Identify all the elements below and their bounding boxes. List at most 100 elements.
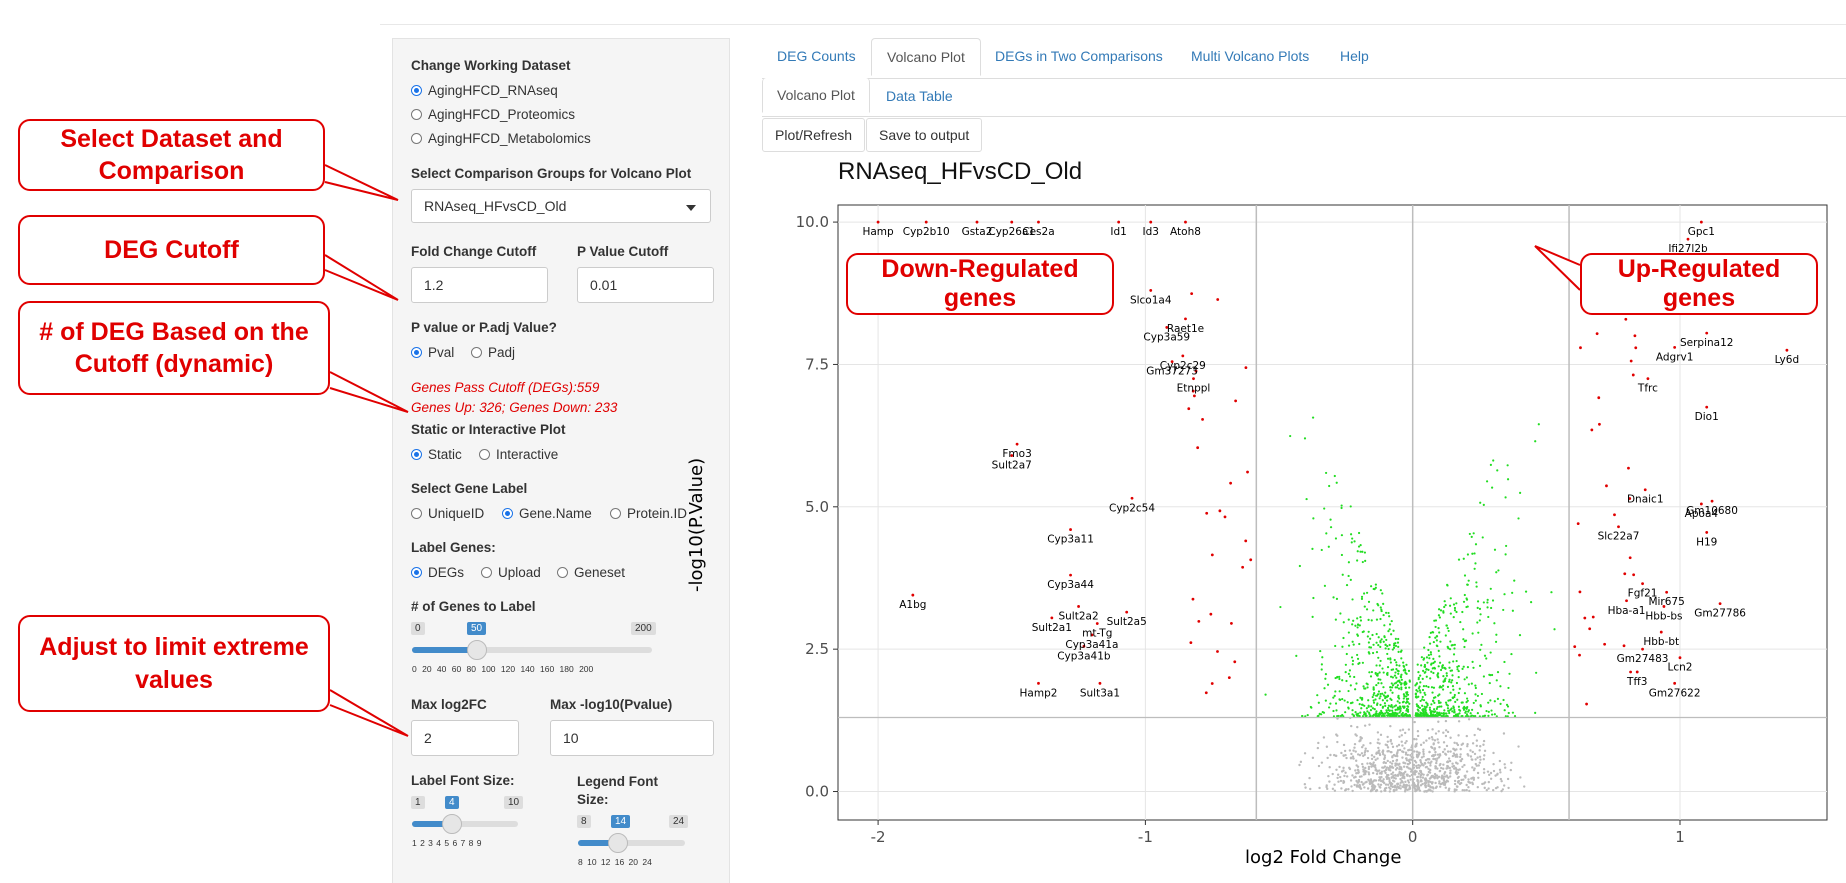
significant-point	[1487, 701, 1490, 704]
degs-radio[interactable]: DEGs	[411, 565, 464, 580]
ns-point	[1373, 764, 1377, 767]
significant-point	[1427, 648, 1430, 652]
radio-icon[interactable]	[479, 449, 490, 460]
ns-point	[1467, 778, 1470, 781]
ns-point	[1434, 765, 1437, 768]
tab-multi-volcano[interactable]: Multi Volcano Plots	[1191, 48, 1310, 64]
ns-point	[1377, 783, 1380, 786]
ns-point	[1366, 749, 1369, 753]
deg-point	[1037, 220, 1040, 224]
ns-point	[1499, 777, 1503, 781]
significant-point	[1449, 612, 1452, 615]
significant-point	[1380, 709, 1383, 712]
ns-point	[1377, 749, 1381, 752]
significant-point	[1436, 705, 1439, 709]
ns-point	[1468, 781, 1472, 784]
upload-radio[interactable]: Upload	[481, 565, 541, 580]
proteinid-radio[interactable]: Protein.ID	[610, 506, 687, 521]
radio-selected-icon[interactable]	[411, 567, 422, 578]
tab-help[interactable]: Help	[1340, 48, 1369, 64]
comparison-select[interactable]: RNAseq_HFvsCD_Old	[411, 189, 711, 223]
n-genes-max: 200	[631, 622, 656, 635]
subtab-volcano-plot[interactable]: Volcano Plot	[762, 78, 870, 113]
subtab-data-table[interactable]: Data Table	[886, 88, 953, 104]
significant-point	[1437, 694, 1440, 697]
genename-radio[interactable]: Gene.Name	[502, 506, 592, 521]
ns-point	[1418, 751, 1421, 755]
significant-point	[1379, 695, 1382, 698]
ns-point	[1442, 741, 1446, 744]
ns-point	[1431, 781, 1434, 784]
significant-point	[1491, 713, 1494, 716]
tab-deg-counts[interactable]: DEG Counts	[777, 48, 856, 64]
geneset-radio[interactable]: Geneset	[557, 565, 625, 580]
ns-point	[1352, 749, 1355, 752]
significant-point	[1472, 701, 1475, 705]
ns-point	[1386, 783, 1390, 786]
radio-icon[interactable]	[471, 347, 482, 358]
deg-point	[1069, 573, 1072, 577]
ns-point	[1454, 755, 1457, 758]
gene-label: Hamp	[862, 226, 894, 238]
radio-icon[interactable]	[411, 133, 422, 144]
max-log2fc-input[interactable]: 2	[411, 720, 519, 756]
significant-point	[1422, 699, 1426, 702]
ns-point	[1340, 770, 1344, 773]
label-font-slider-handle[interactable]	[442, 814, 462, 834]
significant-point	[1420, 715, 1423, 718]
radio-icon[interactable]	[411, 508, 422, 519]
save-output-button[interactable]: Save to output	[866, 118, 983, 152]
ns-point	[1378, 785, 1381, 788]
radio-icon[interactable]	[411, 109, 422, 120]
radio-selected-icon[interactable]	[411, 449, 422, 460]
p-cutoff-input[interactable]: 0.01	[577, 267, 714, 303]
ns-point	[1416, 776, 1419, 779]
plot-refresh-button[interactable]: Plot/Refresh	[762, 118, 866, 152]
ns-point	[1390, 762, 1394, 765]
gene-label: Cyp3a11	[1047, 534, 1094, 546]
significant-point	[1340, 534, 1344, 537]
significant-point	[1363, 711, 1366, 714]
ns-point	[1394, 762, 1397, 765]
tab-degs-two-comparisons[interactable]: DEGs in Two Comparisons	[995, 48, 1163, 64]
gene-label: Apoa4	[1685, 508, 1719, 520]
label-font-slider[interactable]	[412, 821, 518, 827]
pval-radio[interactable]: Pval	[411, 345, 454, 360]
n-genes-slider[interactable]	[412, 647, 652, 653]
deg-point	[1125, 610, 1129, 614]
padj-radio[interactable]: Padj	[471, 345, 515, 360]
fc-cutoff-input[interactable]: 1.2	[411, 267, 548, 303]
radio-icon[interactable]	[557, 567, 568, 578]
significant-point	[1391, 709, 1394, 712]
radio-icon[interactable]	[481, 567, 492, 578]
tab-volcano-plot[interactable]: Volcano Plot	[871, 38, 981, 76]
significant-point	[1329, 518, 1332, 521]
ns-point	[1361, 762, 1364, 766]
significant-point	[1430, 686, 1434, 689]
gene-label: Slco1a4	[1130, 294, 1172, 306]
significant-point	[1443, 600, 1446, 603]
n-genes-slider-handle[interactable]	[467, 640, 487, 660]
radio-selected-icon[interactable]	[502, 508, 513, 519]
interactive-radio[interactable]: Interactive	[479, 447, 558, 462]
dataset-radio-rnaseq[interactable]: AgingHFCD_RNAseq	[411, 83, 558, 98]
significant-point	[1476, 606, 1479, 609]
radio-selected-icon[interactable]	[411, 85, 422, 96]
significant-point	[1475, 585, 1478, 588]
ns-point	[1373, 779, 1376, 782]
legend-font-slider-handle[interactable]	[608, 833, 628, 853]
static-radio[interactable]: Static	[411, 447, 462, 462]
radio-selected-icon[interactable]	[411, 347, 422, 358]
dataset-radio-proteomics[interactable]: AgingHFCD_Proteomics	[411, 107, 575, 122]
significant-point	[1363, 551, 1367, 554]
significant-point	[1332, 696, 1335, 699]
ns-point	[1469, 755, 1473, 758]
dataset-radio-metabolomics[interactable]: AgingHFCD_Metabolomics	[411, 131, 591, 146]
significant-point	[1428, 708, 1432, 711]
legend-font-slider[interactable]	[578, 840, 685, 846]
deg-point	[1578, 653, 1581, 657]
uniqueid-radio[interactable]: UniqueID	[411, 506, 484, 521]
ns-point	[1339, 779, 1343, 783]
max-log10p-input[interactable]: 10	[550, 720, 714, 756]
radio-icon[interactable]	[610, 508, 621, 519]
